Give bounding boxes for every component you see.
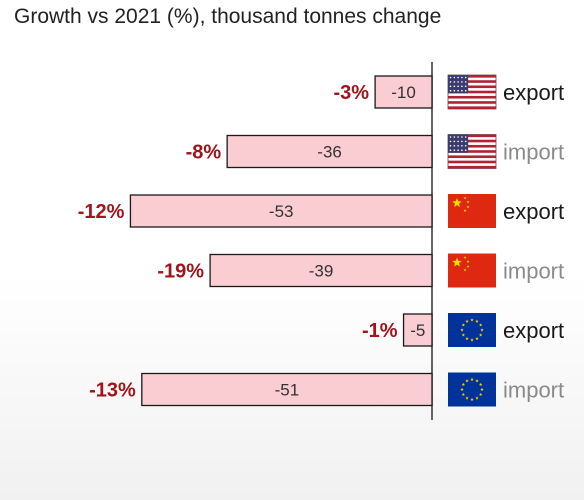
bars-layer: -10 -3% export -36 -8% import -53 -12% export -39… [78, 74, 564, 407]
us-flag-icon [447, 74, 497, 110]
bar-value-label: -39 [309, 262, 334, 281]
percent-change-label: -13% [89, 380, 136, 402]
category-label: export [503, 318, 564, 343]
us-flag-icon [447, 134, 497, 169]
bar-value-label: -10 [391, 83, 416, 102]
percent-change-label: -19% [157, 261, 204, 283]
percent-change-label: -1% [362, 320, 398, 342]
category-label: import [503, 140, 564, 165]
bar-0 [374, 75, 433, 109]
bar-5 [141, 372, 433, 407]
percent-change-label: -8% [186, 142, 222, 164]
percent-change-label: -12% [78, 201, 125, 223]
eu-flag-icon [448, 372, 496, 407]
china-flag-icon [448, 194, 496, 228]
category-label: export [503, 199, 564, 224]
bar-1 [226, 134, 433, 169]
eu-flag-icon [448, 313, 496, 347]
category-label: export [503, 80, 564, 105]
category-label: import [503, 259, 564, 284]
bar-3 [209, 253, 433, 288]
bar-2 [129, 194, 433, 228]
percent-change-label: -3% [334, 82, 370, 104]
bar-value-label: -51 [275, 381, 300, 400]
bar-value-label: -36 [317, 143, 342, 162]
chart-title: Growth vs 2021 (%), thousand tonnes chan… [14, 5, 442, 28]
bar-value-label: -53 [269, 202, 294, 221]
category-label: import [503, 378, 564, 403]
bar-value-label: -5 [410, 321, 425, 340]
bar-4 [402, 313, 433, 347]
china-flag-icon [448, 253, 496, 288]
